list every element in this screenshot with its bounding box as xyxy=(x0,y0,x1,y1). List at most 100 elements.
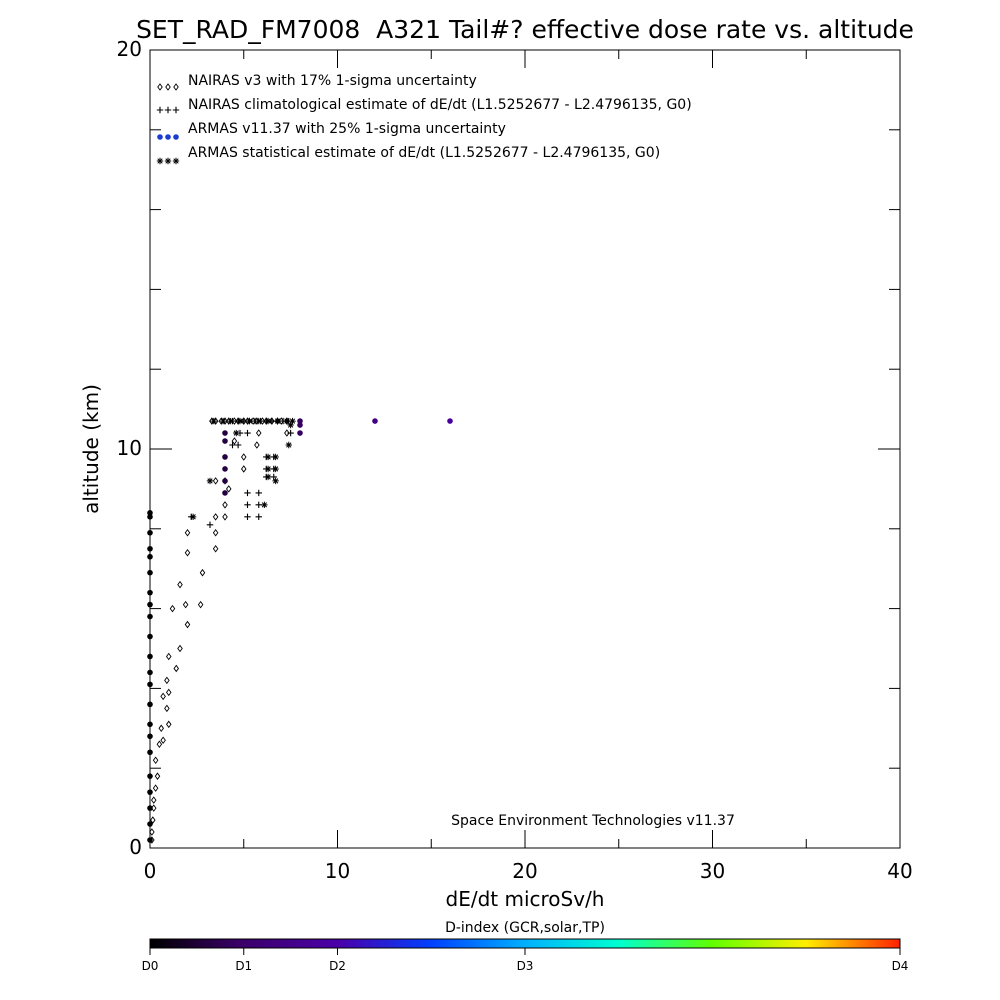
x-tick-label: 20 xyxy=(512,859,537,883)
nairas-point xyxy=(222,513,228,521)
nairas-point xyxy=(177,644,183,653)
armas-statistical-point xyxy=(272,465,279,473)
armas-point xyxy=(222,490,228,496)
nairas-point xyxy=(212,477,219,485)
armas-statistical-point xyxy=(227,417,234,425)
armas-point xyxy=(147,589,153,596)
nairas-point xyxy=(165,652,172,661)
nairas-point xyxy=(184,548,191,557)
armas-point xyxy=(297,430,303,436)
colorbar-tick-label: D1 xyxy=(235,959,252,973)
colorbar-tick-label: D3 xyxy=(517,959,534,973)
legend-label: ARMAS statistical estimate of dE/dt (L1.… xyxy=(188,145,660,161)
legend-marker xyxy=(156,157,180,165)
x-tick-label: 0 xyxy=(144,859,157,883)
nairas-climatology-point xyxy=(229,441,236,449)
nairas-point xyxy=(164,704,170,713)
armas-statistical-point xyxy=(283,417,291,425)
armas-statistical-point xyxy=(272,477,279,485)
armas-statistical-point xyxy=(285,441,292,449)
legend: NAIRAS v3 with 17% 1-sigma uncertainty NA… xyxy=(156,73,692,165)
nairas-climatology-point xyxy=(244,513,251,521)
colorbar-label: D-index (GCR,solar,TP) xyxy=(445,920,605,936)
armas-point xyxy=(147,529,153,536)
nairas-point xyxy=(150,816,156,824)
armas-point xyxy=(222,454,228,460)
legend-marker xyxy=(157,134,179,140)
nairas-point xyxy=(165,720,172,729)
x-tick-label: 10 xyxy=(325,859,350,883)
armas-point xyxy=(147,653,153,660)
nairas-point xyxy=(254,441,260,449)
nairas-climatology-point xyxy=(255,489,262,497)
nairas-point xyxy=(169,604,176,613)
armas-statistical-point xyxy=(289,417,296,425)
armas-point xyxy=(147,773,153,779)
legend-asterisk xyxy=(172,157,180,165)
armas-point xyxy=(147,545,153,552)
nairas-point xyxy=(212,513,219,521)
axis-ticks xyxy=(149,49,901,849)
nairas-point xyxy=(173,664,180,673)
legend-label: NAIRAS v3 with 17% 1-sigma uncertainty xyxy=(188,73,477,89)
nairas-climatology-point xyxy=(255,501,262,509)
x-axis-label: dE/dt microSv/h xyxy=(446,887,605,911)
armas-statistical-point xyxy=(219,417,227,425)
armas-point xyxy=(147,601,153,608)
nairas-point xyxy=(240,453,247,461)
armas-point xyxy=(147,821,153,827)
data-points xyxy=(147,417,453,844)
nairas-point xyxy=(240,465,247,473)
nairas-climatology-point xyxy=(244,489,251,497)
armas-statistical-point xyxy=(264,417,272,425)
nairas-point xyxy=(160,692,166,701)
legend-diamond xyxy=(165,83,171,91)
armas-statistical-point xyxy=(264,453,272,461)
armas-point xyxy=(147,789,153,795)
armas-point xyxy=(147,805,153,811)
armas-statistical-point xyxy=(236,417,244,425)
nairas-climatology-point xyxy=(206,521,214,529)
armas-point xyxy=(147,553,153,560)
armas-point xyxy=(147,613,153,620)
armas-point xyxy=(147,733,153,740)
nairas-point xyxy=(160,736,166,745)
nairas-point xyxy=(152,756,159,764)
armas-point xyxy=(222,438,228,444)
legend-dot xyxy=(157,134,163,140)
armas-statistical-point xyxy=(189,513,197,521)
nairas-point xyxy=(231,437,238,445)
colorbar-tick-label: D2 xyxy=(329,959,346,973)
legend-asterisk xyxy=(156,157,164,165)
credit-annotation: Space Environment Technologies v11.37 xyxy=(451,813,735,829)
y-tick-label: 10 xyxy=(117,436,142,460)
legend-asterisk xyxy=(164,157,172,165)
legend-marker xyxy=(157,83,179,91)
colorbar-ticks: D0 D1 D2 D3 D4 xyxy=(142,948,909,973)
legend-plus xyxy=(164,106,172,114)
armas-point xyxy=(147,514,153,520)
y-axis-label: altitude (km) xyxy=(79,384,103,514)
nairas-point xyxy=(222,501,228,509)
nairas-point xyxy=(150,796,157,804)
legend-plus xyxy=(172,106,180,114)
nairas-point xyxy=(255,429,262,437)
colorbar-tick-label: D4 xyxy=(892,959,909,973)
nairas-point xyxy=(182,600,189,609)
armas-statistical-point xyxy=(246,417,253,425)
legend-plus xyxy=(156,106,164,114)
armas-point xyxy=(147,569,153,576)
nairas-climatology-point xyxy=(244,501,251,509)
armas-point xyxy=(372,418,378,424)
nairas-point xyxy=(225,485,232,493)
armas-point xyxy=(297,422,303,428)
nairas-point xyxy=(197,600,204,609)
armas-point xyxy=(147,681,153,688)
plot-frame xyxy=(149,49,901,849)
armas-point xyxy=(147,510,153,516)
nairas-point xyxy=(164,676,170,685)
y-tick-label: 0 xyxy=(129,835,142,859)
armas-point xyxy=(147,749,153,756)
nairas-point xyxy=(152,784,159,792)
